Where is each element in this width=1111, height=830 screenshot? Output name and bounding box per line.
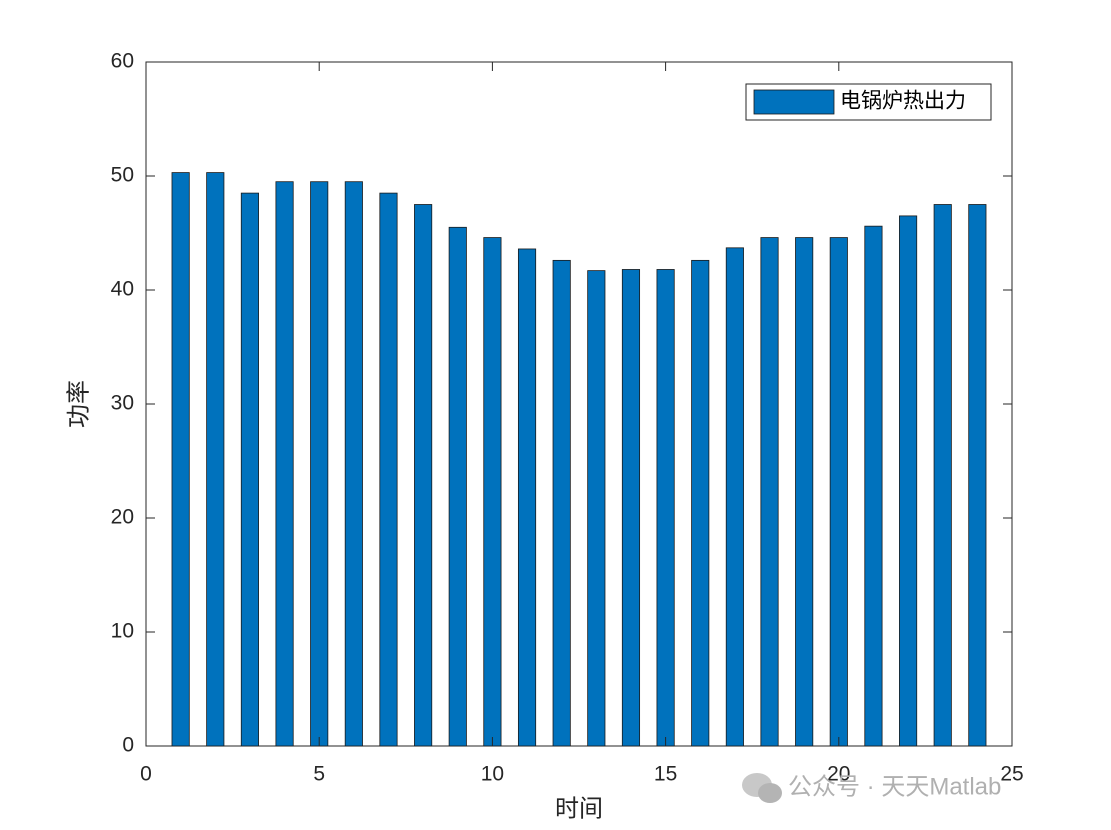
x-tick-label: 10	[481, 763, 504, 786]
bar	[587, 270, 606, 747]
x-tick-label: 25	[1000, 763, 1023, 786]
legend-label: 电锅炉热出力	[840, 89, 966, 113]
bar	[517, 248, 537, 747]
watermark-icon	[758, 783, 782, 803]
bar	[414, 204, 433, 747]
y-axis-label: 功率	[65, 380, 93, 428]
x-tick-label: 20	[827, 763, 850, 786]
y-tick-label: 10	[111, 620, 134, 643]
bar	[829, 237, 848, 747]
bar	[691, 259, 710, 747]
bar	[310, 181, 329, 747]
bar	[899, 215, 918, 747]
y-tick-label: 40	[111, 278, 134, 301]
bar	[621, 269, 641, 747]
y-tick-label: 60	[111, 50, 134, 73]
bar	[240, 192, 259, 747]
bar	[275, 181, 294, 747]
watermark: 公众号 · 天天Matlab	[742, 773, 1001, 803]
bar	[171, 172, 190, 747]
bar	[760, 237, 779, 747]
legend-swatch	[753, 89, 835, 115]
bar	[656, 269, 675, 747]
bar	[448, 226, 467, 747]
bar	[933, 204, 952, 747]
bar	[379, 192, 398, 747]
y-tick-label: 30	[111, 392, 134, 415]
x-tick-label: 0	[140, 763, 152, 786]
bar	[344, 181, 363, 747]
bar	[552, 259, 571, 747]
legend: 电锅炉热出力	[745, 83, 992, 121]
y-tick-label: 0	[122, 734, 134, 757]
bar	[968, 204, 987, 747]
bar	[483, 237, 502, 747]
bar	[725, 247, 744, 747]
x-axis-label: 时间	[555, 795, 603, 823]
y-tick-label: 20	[111, 506, 134, 529]
bar	[206, 172, 225, 747]
y-tick-label: 50	[111, 164, 134, 187]
x-tick-label: 15	[654, 763, 677, 786]
x-tick-label: 5	[313, 763, 325, 786]
watermark-text: 公众号 · 天天Matlab	[788, 773, 1001, 800]
bar	[864, 225, 883, 747]
bar	[795, 237, 814, 747]
